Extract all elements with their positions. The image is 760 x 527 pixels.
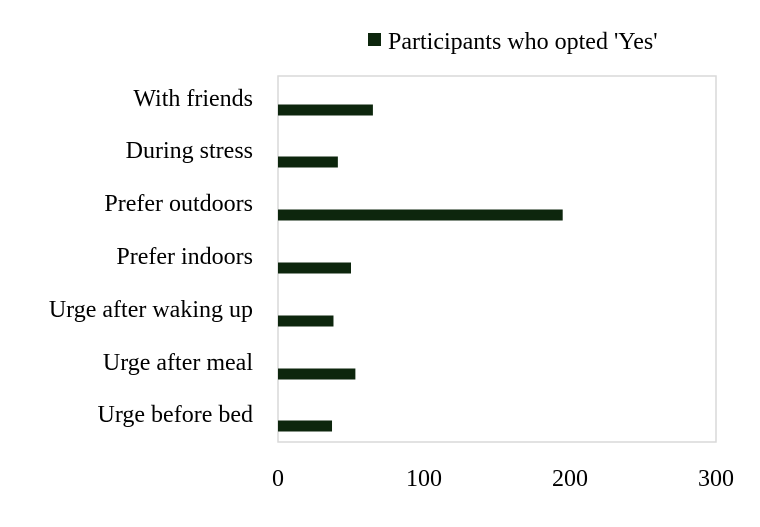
x-tick-label-0: 0 <box>272 466 284 492</box>
category-label-4: Urge after waking up <box>49 297 253 323</box>
category-label-6: Urge before bed <box>98 402 253 428</box>
x-tick-label-2: 200 <box>552 466 588 492</box>
bar-2 <box>278 209 563 221</box>
category-label-5: Urge after meal <box>103 350 253 376</box>
legend-swatch <box>368 33 381 46</box>
legend: Participants who opted 'Yes' <box>368 29 658 55</box>
bar-5 <box>278 368 356 380</box>
category-label-1: During stress <box>126 138 253 164</box>
bar-4 <box>278 315 334 327</box>
bar-1 <box>278 156 338 168</box>
category-label-2: Prefer outdoors <box>104 191 253 217</box>
legend-label: Participants who opted 'Yes' <box>388 29 658 55</box>
x-tick-labels: 0 100 200 300 <box>272 466 734 492</box>
x-tick-label-1: 100 <box>406 466 442 492</box>
category-label-0: With friends <box>133 86 253 112</box>
bar-6 <box>278 420 333 432</box>
x-tick-label-3: 300 <box>698 466 734 492</box>
bars <box>278 104 563 432</box>
bar-0 <box>278 104 373 116</box>
bar-3 <box>278 262 351 274</box>
plot-area <box>277 75 717 443</box>
category-labels: With friends During stress Prefer outdoors… <box>49 86 253 428</box>
category-label-3: Prefer indoors <box>116 244 253 270</box>
